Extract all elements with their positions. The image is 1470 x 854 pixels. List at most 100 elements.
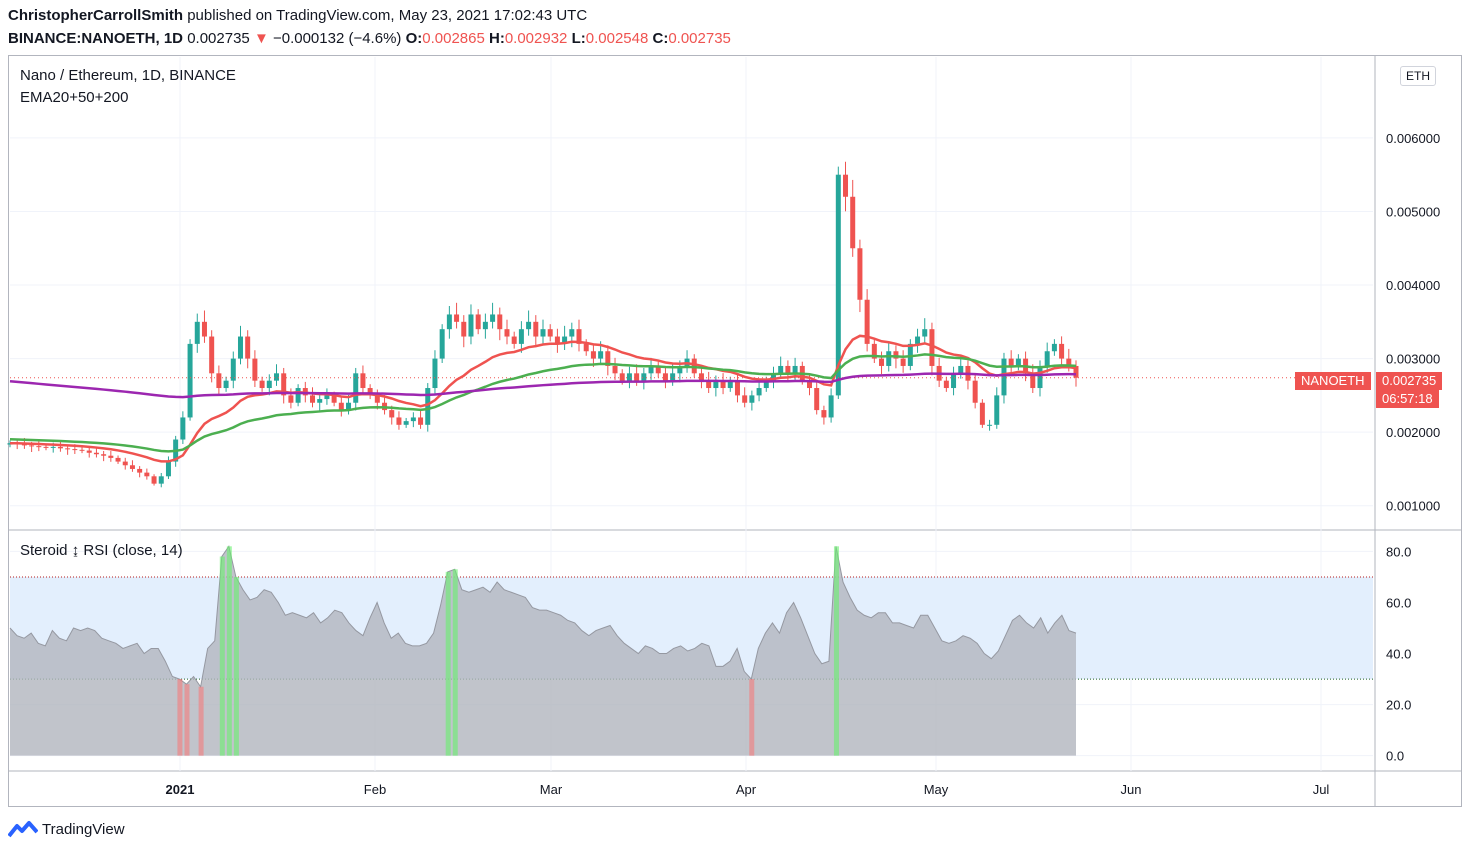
candle-body xyxy=(907,343,913,366)
time-tick-label: Feb xyxy=(364,782,386,797)
candle-body xyxy=(151,476,157,484)
time-tick-label: Apr xyxy=(736,782,757,797)
candle-body xyxy=(727,380,733,389)
candle-body xyxy=(324,395,330,400)
rsi-tick-label: 40.0 xyxy=(1386,647,1411,662)
candle-body xyxy=(353,373,359,403)
change-value: −0.000132 (−4.6%) xyxy=(272,30,402,47)
candle-body xyxy=(619,373,625,381)
candle-body xyxy=(662,373,668,381)
candle-body xyxy=(129,465,135,469)
candle-body xyxy=(756,388,762,396)
candle-body xyxy=(843,174,849,197)
candle-body xyxy=(396,417,402,425)
candle-body xyxy=(972,380,978,403)
candle-body xyxy=(886,351,892,366)
candle-body xyxy=(900,358,906,366)
candle-body xyxy=(720,380,726,389)
ema200-line xyxy=(9,372,1077,399)
candle-body xyxy=(410,417,416,422)
rsi-oversold-bar xyxy=(749,679,755,756)
candle-body xyxy=(698,373,704,381)
candle-body xyxy=(79,449,85,451)
down-arrow-icon: ▼ xyxy=(253,30,269,47)
candle-body xyxy=(137,468,143,473)
candle-body xyxy=(987,424,993,426)
candle-body xyxy=(425,388,431,425)
candle-body xyxy=(115,457,121,462)
symbol-label: BINANCE:NANOETH, 1D xyxy=(8,30,184,47)
candle-body xyxy=(814,388,820,411)
candle-body xyxy=(958,365,964,374)
candle-body xyxy=(187,343,193,418)
candle-body xyxy=(389,410,395,418)
indicator-label[interactable]: EMA20+50+200 xyxy=(20,89,129,106)
candle-body xyxy=(29,445,35,447)
candle-body xyxy=(706,380,712,389)
rsi-pane-title[interactable]: Steroid ↨ RSI (close, 14) xyxy=(20,542,183,559)
candle-body xyxy=(1030,373,1036,389)
candle-body xyxy=(194,321,200,344)
candle-body xyxy=(418,417,424,425)
candle-body xyxy=(346,402,352,411)
price-tick-label: 0.006000 xyxy=(1386,131,1440,146)
time-tick-label: May xyxy=(924,782,949,797)
candle-body xyxy=(828,395,834,418)
candle-body xyxy=(403,421,409,425)
candle-body xyxy=(36,446,42,448)
candle-body xyxy=(612,365,618,374)
candle-body xyxy=(655,365,661,374)
last-price: 0.002735 xyxy=(187,30,250,47)
candle-body xyxy=(511,336,517,344)
price-tick-label: 0.005000 xyxy=(1386,204,1440,219)
candle-body xyxy=(821,410,827,418)
candle-body xyxy=(929,329,935,366)
candle-body xyxy=(979,402,985,425)
chart-frame[interactable] xyxy=(8,55,1462,807)
candle-body xyxy=(749,395,755,403)
price-tag-symbol: NANOETH xyxy=(1295,372,1371,390)
price-tick-label: 0.001000 xyxy=(1386,499,1440,514)
rsi-oversold-bar xyxy=(177,679,183,756)
candle-body xyxy=(72,449,78,451)
candle-body xyxy=(540,329,546,337)
footer-brand[interactable]: TradingView xyxy=(8,820,125,838)
candle-body xyxy=(461,321,467,337)
candle-body xyxy=(122,461,128,466)
author-name[interactable]: ChristopherCarrollSmith xyxy=(8,7,184,24)
candle-body xyxy=(209,336,215,374)
candle-body xyxy=(165,461,171,477)
tradingview-logo-icon xyxy=(8,821,38,838)
rsi-overbought-bar xyxy=(452,569,458,756)
candle-body xyxy=(1073,365,1079,378)
close-label: C: xyxy=(652,30,669,47)
candle-body xyxy=(259,380,265,389)
candle-body xyxy=(86,450,92,453)
candle-body xyxy=(338,402,344,411)
candle-body xyxy=(554,336,560,344)
candle-body xyxy=(245,336,251,359)
candle-body xyxy=(857,248,863,300)
time-tick-label: Jul xyxy=(1313,782,1330,797)
price-tag-value: 0.002735 xyxy=(1376,372,1443,390)
candle-body xyxy=(310,395,316,403)
time-tick-label: Mar xyxy=(540,782,563,797)
candle-body xyxy=(439,329,445,359)
rsi-overbought-bar xyxy=(233,576,239,756)
rsi-overbought-bar xyxy=(219,556,225,756)
rsi-oversold-bar xyxy=(198,686,204,756)
candle-body xyxy=(533,321,539,337)
rsi-overbought-bar xyxy=(226,546,232,756)
candle-body xyxy=(943,380,949,389)
candle-body xyxy=(1044,351,1050,366)
candle-body xyxy=(504,329,510,337)
currency-badge[interactable]: ETH xyxy=(1400,66,1436,86)
candle-body xyxy=(807,380,812,389)
candle-body xyxy=(295,388,301,403)
candle-body xyxy=(223,380,229,389)
candle-body xyxy=(864,299,870,344)
candle-body xyxy=(677,365,683,374)
time-tick-label: 2021 xyxy=(166,782,195,797)
candle-body xyxy=(180,417,186,440)
